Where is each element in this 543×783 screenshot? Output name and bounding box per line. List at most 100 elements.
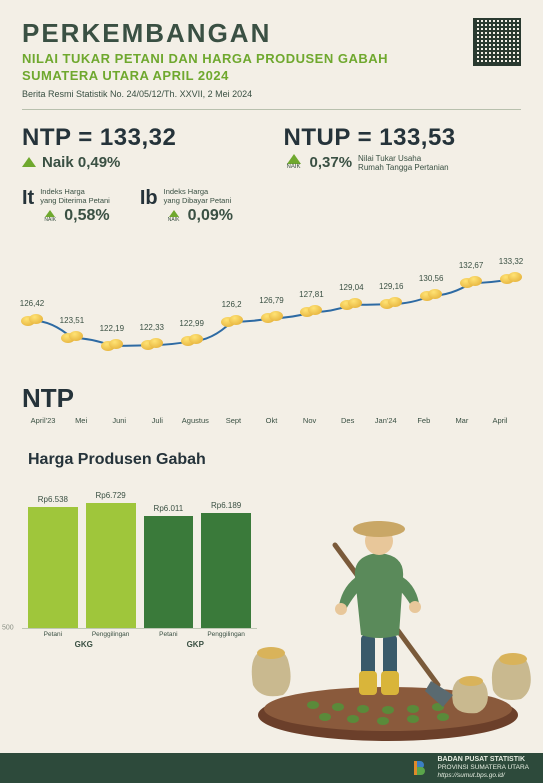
coin-icon [420, 289, 442, 303]
line-data-label: 132,67 [459, 261, 483, 270]
line-data-label: 123,51 [60, 316, 84, 325]
line-svg [22, 245, 521, 375]
farmer-illustration [243, 485, 533, 745]
line-data-label: 126,2 [222, 300, 242, 309]
bar-column: Rp6.011 [144, 504, 194, 628]
bar-group-label: GKP [140, 640, 252, 649]
month-label: Mei [62, 416, 100, 425]
bar-category-label: Petani [144, 631, 194, 638]
ntp-block: NTP = 133,32 Naik 0,49% [22, 124, 260, 173]
line-data-label: 122,33 [140, 323, 164, 332]
month-label: Nov [291, 416, 329, 425]
coin-icon [101, 339, 123, 353]
bar-category-label: Penggilingan [86, 631, 136, 638]
subtitle-line1: NILAI TUKAR PETANI DAN HARGA PRODUSEN GA… [22, 51, 465, 68]
coin-icon [181, 334, 203, 348]
triangle-up-icon [169, 210, 179, 217]
month-label: Agustus [176, 416, 214, 425]
month-label: Jan'24 [367, 416, 405, 425]
triangle-up-icon [45, 210, 55, 217]
it-symbol: It [22, 187, 34, 210]
bar-value-label: Rp6.538 [38, 495, 68, 504]
month-label: Juli [138, 416, 176, 425]
triangle-up-icon [287, 154, 301, 164]
ib-block: Ib Indeks Harga yang Dibayar Petani NAIK… [140, 187, 233, 225]
naik-label: NAIK [284, 164, 304, 170]
bar-xaxis: PetaniPenggilinganPetaniPenggilingan [22, 629, 257, 638]
it-desc: Indeks Harga yang Diterima Petani [40, 187, 110, 205]
line-data-label: 126,42 [20, 299, 44, 308]
coin-icon [300, 305, 322, 319]
bar-value-label: Rp6.011 [154, 504, 184, 513]
coin-icon [340, 298, 362, 312]
coin-icon [380, 297, 402, 311]
coin-icon [21, 314, 43, 328]
footer-text: BADAN PUSAT STATISTIK PROVINSI SUMATERA … [438, 756, 530, 780]
bar-category-label: Petani [28, 631, 78, 638]
coin-icon [221, 315, 243, 329]
ntp-big-label: NTP [22, 383, 521, 414]
linechart-xaxis: April'23MeiJuniJuliAgustusSeptOktNovDesJ… [22, 416, 521, 425]
page-title: PERKEMBANGAN [22, 18, 465, 49]
bps-logo-icon [412, 759, 430, 777]
month-label: April'23 [24, 416, 62, 425]
footer-prov: PROVINSI SUMATERA UTARA [438, 764, 530, 772]
line-data-label: 126,79 [259, 296, 283, 305]
ntup-desc: Nilai Tukar Usaha Rumah Tangga Pertanian [358, 154, 449, 173]
month-label: Mar [443, 416, 481, 425]
naik-label: NAIK [164, 217, 184, 223]
ntup-block: NTUP = 133,53 NAIK 0,37% Nilai Tukar Usa… [284, 124, 522, 173]
ntup-value: NTUP = 133,53 [284, 124, 522, 152]
line-data-label: 122,99 [179, 319, 203, 328]
sub-indices: It Indeks Harga yang Diterima Petani NAI… [22, 187, 521, 225]
bar-value-label: Rp6.189 [211, 501, 241, 510]
footer-org: BADAN PUSAT STATISTIK [438, 756, 530, 764]
ntp-value: NTP = 133,32 [22, 124, 260, 152]
coin-icon [61, 331, 83, 345]
month-label: Feb [405, 416, 443, 425]
month-label: Sept [214, 416, 252, 425]
bar [28, 507, 78, 628]
naik-label: NAIK [40, 217, 60, 223]
line-data-label: 127,81 [299, 290, 323, 299]
divider [22, 109, 521, 110]
ntup-change: 0,37% [310, 154, 353, 171]
it-block: It Indeks Harga yang Diterima Petani NAI… [22, 187, 110, 225]
ntp-change: Naik 0,49% [42, 154, 120, 171]
qr-code-icon [473, 18, 521, 66]
bar [144, 516, 194, 628]
coin-icon [460, 276, 482, 290]
footer-url: https://sumut.bps.go.id/ [438, 772, 530, 780]
stats-row: NTP = 133,32 Naik 0,49% NTUP = 133,53 NA… [22, 124, 521, 173]
it-value: 0,58% [64, 207, 109, 225]
footer: BADAN PUSAT STATISTIK PROVINSI SUMATERA … [0, 753, 543, 783]
month-label: Des [329, 416, 367, 425]
title-block: PERKEMBANGAN NILAI TUKAR PETANI DAN HARG… [22, 18, 465, 99]
bar-group-label: GKG [28, 640, 140, 649]
line-data-label: 130,56 [419, 274, 443, 283]
line-data-label: 122,19 [100, 324, 124, 333]
bar-panel: Harga Produsen Gabah 500 Rp6.538Rp6.729R… [22, 451, 257, 649]
month-label: April [481, 416, 519, 425]
ntp-linechart: 126,42 123,51 122,19 122,33 122,99 126,2 126,7… [22, 245, 521, 375]
line-data-label: 133,32 [499, 257, 523, 266]
month-label: Juni [100, 416, 138, 425]
coin-icon [261, 311, 283, 325]
ib-desc: Indeks Harga yang Dibayar Petani [164, 187, 233, 205]
bar-column: Rp6.729 [86, 491, 136, 628]
bar-title: Harga Produsen Gabah [28, 451, 257, 469]
bar [86, 503, 136, 628]
triangle-up-icon [22, 157, 36, 167]
subtitle-line2: SUMATERA UTARA APRIL 2024 [22, 68, 465, 83]
bar-column: Rp6.538 [28, 495, 78, 628]
ib-symbol: Ib [140, 187, 158, 210]
ib-value: 0,09% [188, 207, 233, 225]
month-label: Okt [252, 416, 290, 425]
coin-icon [500, 272, 522, 286]
bar-area: 500 Rp6.538Rp6.729Rp6.011Rp6.189 [22, 479, 257, 629]
header-row: PERKEMBANGAN NILAI TUKAR PETANI DAN HARG… [22, 18, 521, 99]
line-data-label: 129,04 [339, 283, 363, 292]
bar-groups: GKGGKP [22, 638, 257, 649]
issue-line: Berita Resmi Statistik No. 24/05/12/Th. … [22, 89, 465, 99]
bar-value-label: Rp6.729 [96, 491, 126, 500]
